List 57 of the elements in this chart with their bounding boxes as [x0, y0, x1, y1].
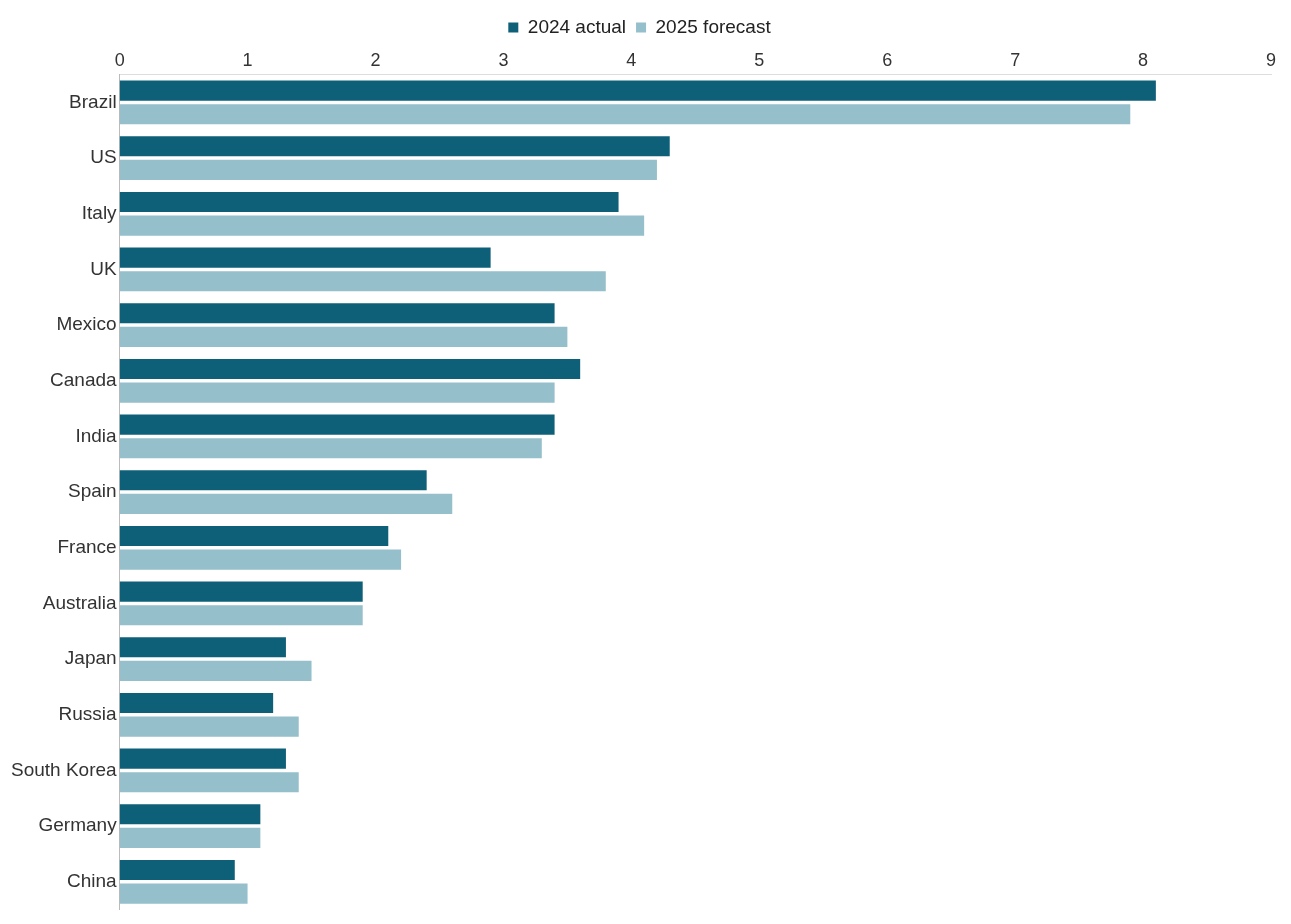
y-tick-label: Italy	[81, 202, 118, 223]
bar	[119, 804, 261, 825]
y-tick-label: South Korea	[10, 758, 118, 780]
y-tick-label: Mexico	[56, 313, 117, 335]
bar	[119, 326, 568, 347]
x-tick-label: 1	[242, 49, 253, 70]
bar	[119, 104, 1131, 125]
bar	[119, 271, 606, 292]
bar	[119, 493, 453, 514]
y-tick-label: Canada	[50, 369, 118, 390]
bar	[119, 748, 286, 769]
y-tick-label: Japan	[64, 647, 117, 669]
bar	[119, 772, 299, 793]
y-tick-label: India	[75, 424, 118, 446]
y-tick-label: China	[66, 870, 118, 891]
bar	[119, 637, 286, 658]
y-tick-label: Spain	[68, 480, 117, 502]
bar	[119, 859, 235, 880]
x-tick-label: 9	[1265, 49, 1277, 70]
y-tick-label: France	[57, 536, 117, 557]
bar	[119, 716, 299, 737]
bar	[119, 470, 427, 491]
bar	[119, 581, 363, 602]
x-tick-label: 2	[370, 49, 381, 70]
bar	[119, 159, 657, 180]
bar	[119, 692, 274, 713]
bar	[119, 438, 542, 459]
bar	[119, 382, 555, 403]
bar	[119, 883, 248, 904]
y-tick-label: Germany	[38, 814, 118, 836]
bar	[119, 549, 402, 570]
bar	[119, 247, 491, 268]
y-tick-label: Brazil	[69, 90, 117, 112]
bar	[119, 827, 261, 848]
x-tick-label: 4	[626, 49, 637, 70]
bar	[119, 358, 581, 379]
bar	[119, 525, 389, 546]
y-tick-label: US	[90, 146, 117, 168]
bar	[119, 660, 312, 681]
y-tick-label: Australia	[42, 591, 118, 613]
bar	[119, 414, 555, 435]
x-tick-label: 6	[882, 49, 893, 70]
bar	[119, 136, 670, 157]
x-tick-label: 5	[754, 49, 765, 70]
x-tick-label: 3	[498, 49, 509, 70]
bar	[119, 80, 1156, 101]
y-tick-label: Russia	[58, 703, 118, 724]
x-tick-label: 8	[1138, 49, 1149, 70]
legend-label: 2025 forecast	[655, 15, 772, 37]
bar	[119, 191, 619, 212]
legend-label: 2024 actual	[527, 15, 627, 37]
y-tick-label: UK	[90, 257, 117, 279]
x-tick-label: 7	[1010, 49, 1021, 70]
bar	[119, 215, 645, 236]
x-tick-label: 0	[114, 49, 125, 70]
bar	[119, 605, 363, 626]
bar	[119, 303, 555, 324]
